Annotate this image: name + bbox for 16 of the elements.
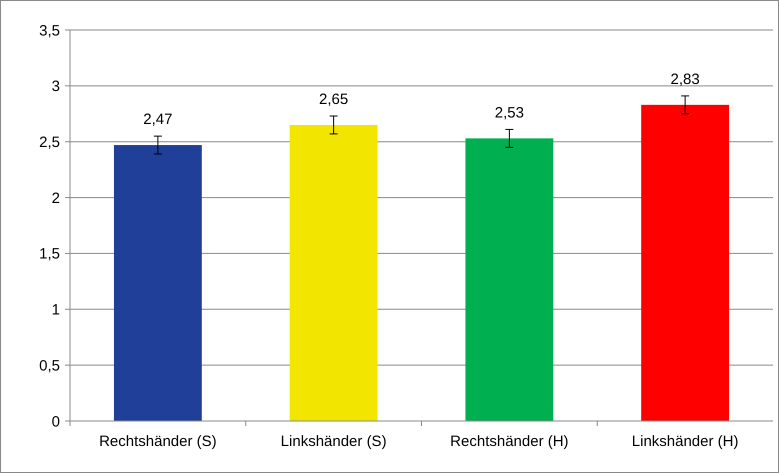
data-label: 2,83: [670, 70, 700, 88]
y-tick-label: 0: [52, 413, 60, 430]
y-tick-label: 2: [52, 190, 60, 207]
y-tick-label: 1: [52, 302, 60, 319]
x-tick-label: Rechtshänder (H): [450, 433, 569, 450]
x-tick-label: Linkshänder (H): [632, 433, 738, 450]
data-label: 2,47: [143, 111, 172, 128]
y-tick-label: 2,5: [39, 134, 60, 151]
x-tick-label: Rechtshänder (S): [99, 433, 217, 450]
x-tick-label: Linkshänder (S): [280, 433, 387, 450]
data-label: 2,53: [494, 104, 524, 122]
y-tick-label: 3,5: [39, 22, 60, 40]
y-tick-label: 1,5: [39, 246, 60, 263]
y-tick-label: 3: [52, 78, 60, 96]
data-label: 2,65: [319, 91, 348, 108]
y-tick-label: 0,5: [39, 357, 60, 374]
